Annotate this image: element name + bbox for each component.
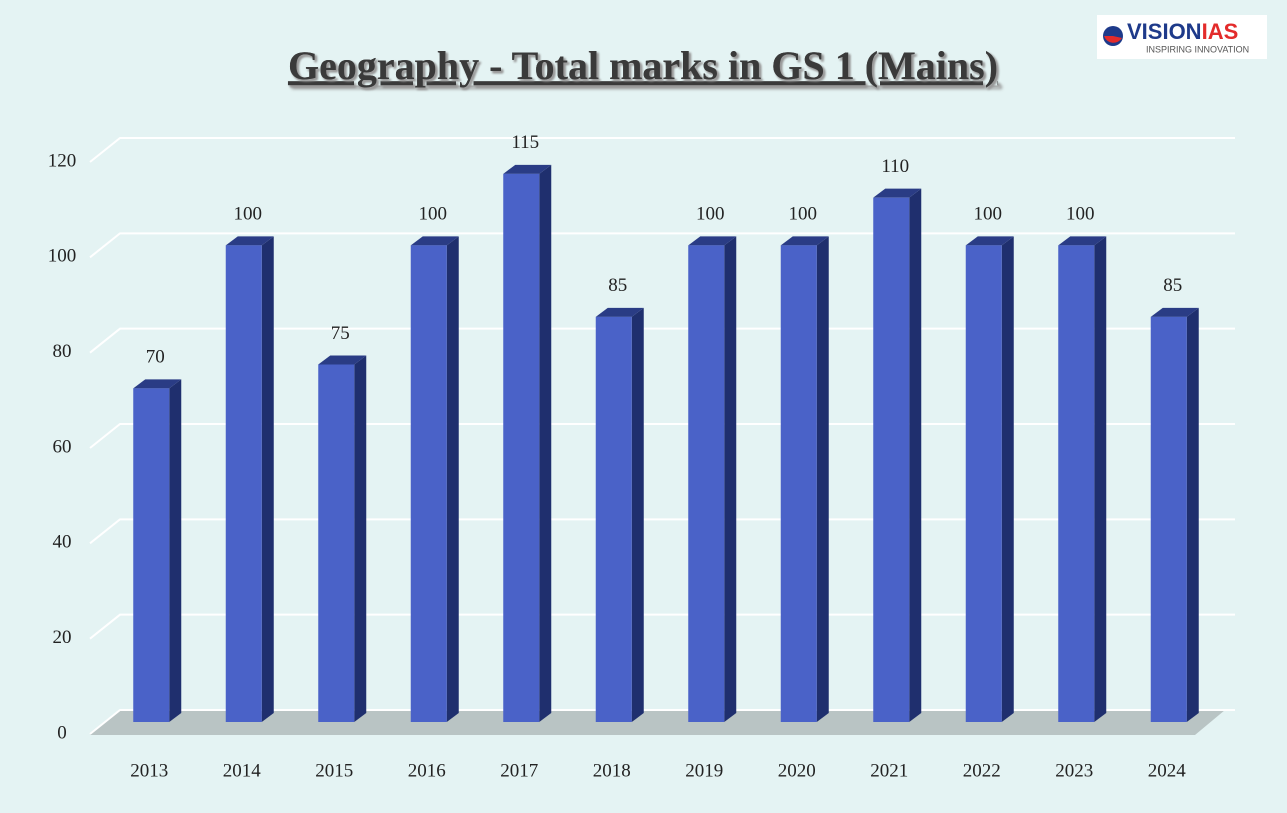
bar-top [503,164,552,174]
y-tick-label: 100 [48,246,77,267]
bar-side [446,236,459,723]
value-label: 100 [789,204,818,225]
value-label: 70 [146,347,165,368]
y-tick-label: 40 [53,532,72,553]
x-tick-label: 2022 [963,760,1001,781]
value-label: 100 [696,204,725,225]
bar-top [225,236,274,246]
value-label: 100 [234,204,263,225]
bar-side [354,355,367,722]
logo-tagline: INSPIRING INNOVATION [1146,44,1249,54]
x-tick-label: 2023 [1055,760,1093,781]
logo-brand-accent: IAS [1202,19,1239,44]
value-label: 100 [419,204,448,225]
bar-top [133,379,182,389]
bar-side [631,307,644,722]
bar-top [1058,236,1107,246]
x-tick-label: 2020 [778,760,816,781]
y-tick-label: 0 [57,722,67,743]
bar [1058,245,1095,723]
grid-line [89,423,1235,449]
logo-box [1097,15,1267,59]
logo: VISIONIAS INSPIRING INNOVATION [1097,15,1267,59]
logo-text: VISIONIAS [1127,19,1238,44]
value-label: 85 [608,275,627,296]
bar-side [724,236,737,723]
grid-line [89,327,1235,354]
logo-icon-accent [1104,36,1122,43]
bar [318,364,355,722]
bar-side [261,236,274,723]
bar-side [816,236,829,723]
value-label: 100 [1066,204,1095,225]
bar [595,316,632,722]
y-tick-label: 120 [48,150,77,171]
grid-line [89,232,1235,259]
bar-top [318,355,367,365]
y-tick-label: 80 [53,341,72,362]
x-tick-label: 2013 [130,760,168,781]
bar-top [873,188,922,198]
value-label: 85 [1163,275,1182,296]
x-tick-label: 2015 [315,760,353,781]
bar [133,388,170,722]
bar [780,245,817,723]
y-tick-label: 20 [53,627,72,648]
value-label: 115 [511,132,539,153]
bar-side [1094,236,1107,723]
bar-top [1150,307,1199,317]
bar-side [169,379,182,722]
bar-top [595,307,644,317]
bar-top [410,236,459,246]
bar-side [909,188,922,722]
x-tick-label: 2016 [408,760,446,781]
bar [688,245,725,723]
chart-floor [90,710,1225,735]
bar [503,173,540,723]
bar [965,245,1002,723]
bar [1150,316,1187,722]
x-tick-label: 2014 [223,760,262,781]
bar-top [965,236,1014,246]
grid-line [89,137,1235,163]
grid-line [89,518,1235,545]
grid-line [89,709,1235,735]
bar [225,245,262,723]
bar [873,197,910,722]
x-tick-label: 2018 [593,760,631,781]
x-tick-label: 2021 [870,760,908,781]
x-tick-label: 2024 [1148,760,1187,781]
grid-line [89,613,1235,640]
bar [410,245,447,723]
logo-brand: VISION [1127,19,1202,44]
x-tick-label: 2019 [685,760,723,781]
bar-top [780,236,829,246]
value-label: 75 [331,323,350,344]
x-tick-label: 2017 [500,760,538,781]
bar-side [539,164,552,723]
chart-title: Geography - Total marks in GS 1 (Mains) [288,43,998,88]
bar-top [688,236,737,246]
value-label: 110 [881,156,909,177]
value-label: 100 [974,204,1003,225]
y-tick-label: 60 [53,436,72,457]
bar-side [1186,307,1199,722]
bar-side [1001,236,1014,723]
